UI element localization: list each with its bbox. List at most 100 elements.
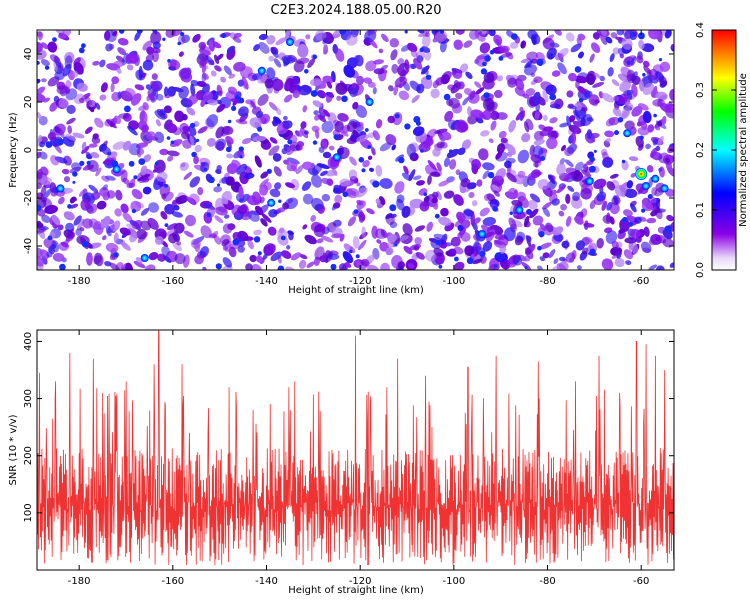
spectrogram-blob — [667, 145, 674, 154]
spectrogram-blob — [180, 31, 185, 37]
spectrogram-blob — [297, 44, 309, 58]
spectrogram-blob — [348, 169, 358, 180]
spectrogram-blob — [490, 120, 497, 131]
spectrogram-blob — [585, 236, 593, 243]
spectrogram-blob — [655, 125, 661, 131]
spectrogram-blob — [655, 91, 668, 101]
spectrogram-blob — [655, 236, 661, 242]
spectrogram-blob — [339, 178, 350, 187]
spectrogram-blob — [362, 160, 370, 168]
x-tick-label: -160 — [161, 276, 184, 287]
spectrogram-blob — [530, 154, 542, 164]
spectrogram-blob — [236, 150, 245, 159]
spectrogram-blob — [373, 59, 384, 65]
spectrogram-blob — [267, 226, 277, 236]
x-tick-label: -60 — [633, 276, 649, 287]
spectrogram-blob — [86, 160, 91, 165]
spectrogram-blob — [506, 144, 516, 155]
spectrogram-blob — [410, 50, 418, 58]
spectrogram-blob — [238, 146, 244, 152]
spectrogram-blob — [479, 42, 491, 54]
spectrogram-blob — [272, 153, 282, 162]
spectrogram-blob — [274, 182, 282, 190]
spectrogram-blob — [608, 116, 620, 126]
spectrogram-blob — [41, 78, 47, 83]
spectrogram-blob — [49, 101, 58, 112]
spectrogram-blob — [182, 126, 190, 133]
spectrogram-blob — [200, 225, 212, 239]
y-tick-label: 100 — [23, 503, 34, 522]
x-tick-label: -160 — [161, 576, 184, 587]
spectrogram-blob — [608, 259, 613, 266]
spectrogram-blob — [166, 228, 176, 237]
spectrogram-peak — [257, 66, 266, 75]
spectrogram-blob — [156, 171, 168, 182]
spectrogram-blob — [208, 176, 215, 184]
spectrogram-blob — [314, 114, 321, 121]
spectrogram-blob — [482, 241, 493, 252]
spectrogram-blob — [516, 231, 526, 242]
spectrogram-blob — [408, 169, 416, 182]
spectrogram-blob — [287, 230, 294, 236]
x-tick-label: -120 — [349, 576, 372, 587]
spectrogram-blob — [110, 82, 115, 93]
spectrogram-blob — [661, 116, 667, 125]
spectrogram-blob — [622, 89, 634, 96]
spectrogram-blob — [589, 165, 596, 173]
spectrogram-blob — [255, 110, 264, 119]
spectrogram-blob — [336, 95, 342, 101]
spectrogram-peak — [635, 168, 648, 180]
spectrogram-blob — [622, 216, 628, 223]
spectrogram-blob — [611, 79, 620, 87]
spectrogram-blob — [367, 145, 372, 149]
spectrogram-blob — [436, 141, 445, 149]
spectrogram-blob — [260, 171, 269, 179]
spectrogram-blob — [451, 103, 463, 114]
spectrogram-blob — [492, 206, 498, 212]
spectrogram-blob — [574, 161, 584, 172]
spectrogram-blob — [266, 168, 272, 174]
spectrogram-blob — [64, 86, 71, 94]
spectrogram-blob — [517, 149, 530, 164]
spectrogram-blob — [289, 141, 300, 152]
spectrogram-blob — [385, 247, 394, 256]
spectrogram-blob — [453, 261, 465, 270]
spectrogram-blob — [84, 126, 93, 134]
spectrogram-peak — [56, 184, 65, 193]
spectrogram-blob — [91, 136, 101, 144]
spectrogram-blob — [57, 224, 64, 231]
spectrogram-blob — [255, 195, 261, 201]
spectrogram-blob — [232, 238, 239, 246]
spectrogram-blob — [78, 97, 85, 104]
spectrogram-blob — [480, 68, 487, 75]
spectrogram-blob — [604, 130, 615, 138]
spectrogram-blob — [296, 85, 301, 91]
spectrogram-blob — [535, 51, 545, 61]
spectrogram-blob — [453, 39, 463, 50]
spectrogram-blob — [175, 195, 189, 205]
spectrogram-blob — [460, 178, 471, 188]
spectrogram-blob — [534, 109, 540, 121]
spectrogram-blob — [655, 71, 664, 82]
spectrogram-blob — [532, 91, 541, 105]
spectrogram-blob — [637, 32, 645, 40]
spectrogram-blob — [301, 181, 312, 191]
spectrogram-blob — [285, 182, 295, 189]
spectrogram-blob — [509, 41, 519, 49]
spectrogram-blob — [449, 149, 453, 153]
spectrogram-blob — [320, 138, 328, 150]
spectrogram-blob — [658, 58, 663, 62]
spectrogram-blob — [583, 163, 589, 173]
spectrogram-blob — [503, 227, 516, 242]
spectrogram-blob — [482, 170, 490, 180]
spectrogram-blob — [57, 138, 64, 146]
spectrogram-blob — [67, 204, 72, 209]
spectrogram-blob — [287, 139, 293, 145]
spectrogram-blob — [577, 33, 586, 41]
spectrogram-blob — [58, 98, 69, 109]
snr-y-axis: 100 200 300 400 — [23, 332, 674, 522]
spectrogram-blob — [549, 117, 558, 124]
spectrogram-blob — [375, 164, 383, 177]
spectrogram-blob — [37, 78, 41, 84]
spectrogram-blob — [361, 226, 366, 238]
